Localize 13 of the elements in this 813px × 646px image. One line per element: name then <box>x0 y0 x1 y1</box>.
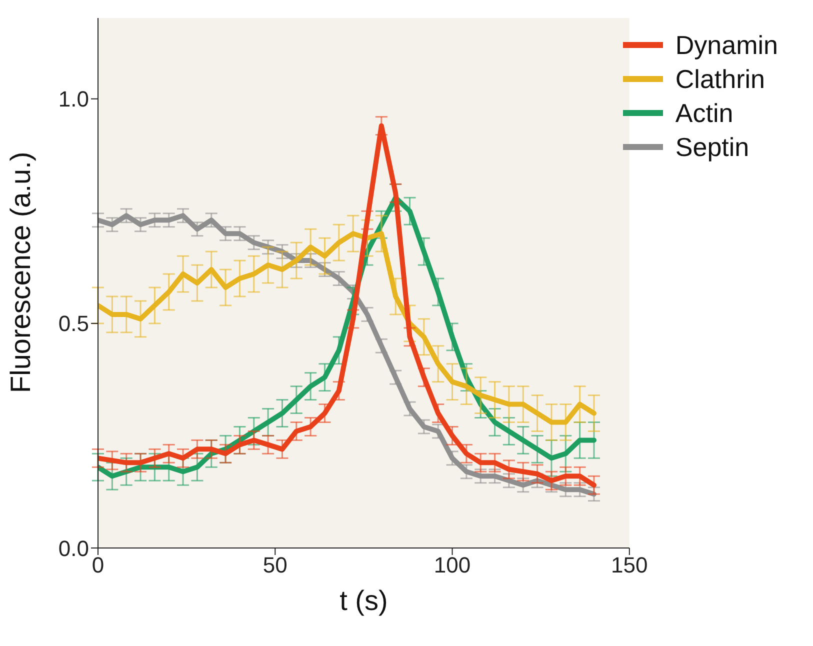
x-tick-label: 150 <box>611 552 648 578</box>
legend-label: Actin <box>675 97 734 130</box>
x-tick-label: 50 <box>262 552 288 578</box>
y-tick-label: 0.0 <box>58 536 89 561</box>
legend-label: Clathrin <box>675 63 765 96</box>
legend-label: Dynamin <box>675 29 778 62</box>
x-tick-label: 0 <box>92 552 104 578</box>
y-tick-label: 1.0 <box>58 86 89 112</box>
x-tick-label: 100 <box>434 552 471 578</box>
legend-label: Septin <box>675 131 750 164</box>
x-axis-title: t (s) <box>340 585 388 616</box>
y-tick-label: 0.5 <box>58 311 89 336</box>
y-axis-title: Fluorescence (a.u.) <box>4 152 36 393</box>
